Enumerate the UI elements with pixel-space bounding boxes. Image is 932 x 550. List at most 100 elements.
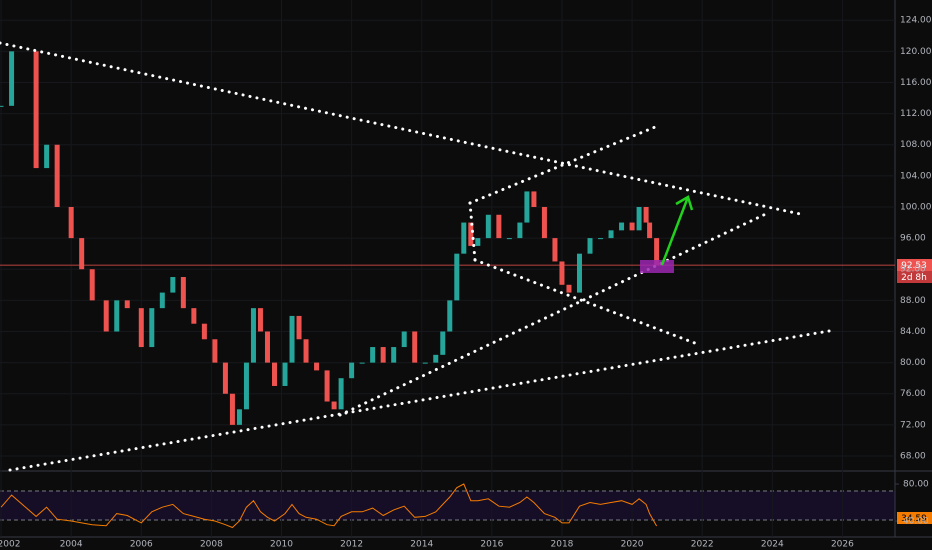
trend-line: [338, 210, 772, 417]
candle-body: [314, 362, 320, 371]
rsi-band: [0, 491, 895, 520]
candle-body: [79, 238, 85, 270]
candle-body: [440, 331, 446, 355]
candle-body: [296, 315, 302, 340]
candle-body: [9, 51, 15, 106]
candle-body: [331, 401, 337, 410]
candle-body: [433, 354, 439, 363]
x-tick-label: 2006: [130, 540, 153, 550]
x-tick-label: 2002: [0, 540, 20, 550]
candle-body: [461, 222, 467, 254]
x-tick-label: 2022: [691, 540, 714, 550]
highlight-box: [640, 260, 674, 273]
candle-body: [552, 238, 558, 262]
marks: [0, 0, 899, 537]
x-tick-label: 2026: [831, 540, 854, 550]
candle-body: [654, 238, 660, 266]
candle-body: [412, 331, 418, 363]
candle-body: [349, 362, 355, 379]
candle-body: [324, 370, 330, 402]
candle-body: [170, 277, 176, 293]
rsi-tick-label: 80.00: [903, 480, 929, 490]
candle-body: [236, 409, 242, 425]
candle-body: [636, 206, 642, 231]
labels: 92.53 2d 8h 34.59 68.00 72.00 76.00 80.00 84…: [0, 16, 932, 550]
x-tick-label: 2014: [410, 540, 433, 550]
candle-body: [506, 238, 512, 240]
y-tick-label: 104.00: [900, 171, 932, 181]
y-tick-label: 68.00: [900, 451, 926, 461]
y-tick-label: 72.00: [900, 420, 926, 430]
candle-body: [559, 261, 565, 285]
candle-body: [54, 144, 60, 207]
candle-body: [282, 362, 288, 386]
candle-body: [44, 144, 50, 169]
y-tick-label: 80.00: [900, 358, 926, 368]
y-tick-label: 120.00: [900, 47, 932, 57]
candle-body: [380, 347, 386, 363]
trend-line: [468, 123, 662, 205]
candle-body: [496, 214, 502, 239]
candle-body: [566, 284, 572, 293]
candle-body: [159, 292, 165, 309]
rsi-tick-label: 40.00: [903, 517, 929, 527]
x-tick-label: 2016: [480, 540, 503, 550]
candle-body: [338, 378, 344, 410]
candle-body: [422, 362, 428, 364]
candle-body: [454, 253, 460, 301]
x-tick-label: 2018: [551, 540, 574, 550]
candle-body: [587, 238, 593, 254]
candle-body: [468, 222, 474, 246]
y-tick-label: 116.00: [900, 78, 932, 88]
candle-body: [391, 347, 397, 363]
candle-body: [303, 339, 309, 363]
x-tick-label: 2010: [270, 540, 293, 550]
candle-body: [541, 206, 547, 239]
candle-body: [229, 393, 235, 425]
x-tick-label: 2024: [761, 540, 784, 550]
candle-body: [114, 300, 120, 332]
candle-body: [180, 277, 186, 309]
candle-body: [212, 339, 218, 363]
y-tick-label: 92.00: [900, 265, 926, 275]
candle-body: [531, 191, 537, 207]
last-price-label: 92.53: [901, 261, 927, 271]
candle-body: [370, 347, 376, 363]
trend-line: [0, 41, 807, 217]
x-tick-label: 2020: [621, 540, 644, 550]
trend-line: [468, 201, 477, 262]
candle-body: [0, 105, 4, 107]
candle-body: [243, 362, 249, 410]
candle-body: [647, 222, 653, 239]
candle-body: [576, 253, 582, 293]
y-tick-label: 112.00: [900, 109, 932, 119]
x-tick-label: 2004: [60, 540, 83, 550]
y-tick-label: 96.00: [900, 234, 926, 244]
candle-body: [271, 362, 277, 386]
candle-body: [250, 308, 256, 363]
x-tick-label: 2008: [200, 540, 223, 550]
candle-body: [264, 331, 270, 363]
candle-body: [191, 308, 197, 324]
x-tick-label: 2012: [340, 540, 363, 550]
arrow-head: [675, 195, 694, 211]
candle-body: [289, 315, 295, 363]
trend-line: [473, 258, 702, 347]
y-tick-label: 100.00: [900, 202, 932, 212]
y-tick-label: 108.00: [900, 140, 932, 150]
y-tick-label: 88.00: [900, 296, 926, 306]
candle-body: [619, 222, 625, 231]
arrow-shaft: [660, 196, 690, 266]
candle-body: [138, 308, 144, 348]
candle-body: [608, 230, 614, 239]
countdown-tag: [897, 271, 932, 283]
rsi-line: [0, 483, 658, 529]
y-tick-label: 76.00: [900, 389, 926, 399]
y-tick-label: 124.00: [900, 16, 932, 26]
rsi-tag: [897, 512, 932, 524]
candle-body: [103, 300, 109, 332]
candle-body: [68, 206, 74, 239]
